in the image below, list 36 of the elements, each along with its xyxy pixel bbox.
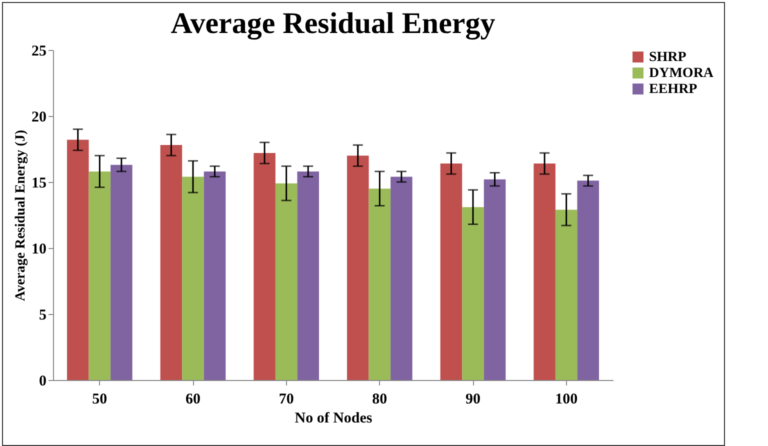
bar <box>110 164 132 380</box>
bar <box>88 171 111 380</box>
bar <box>462 207 484 380</box>
bar <box>577 180 599 380</box>
y-tick-label: 5 <box>39 308 46 324</box>
y-axis-title: Average Residual Energy (J) <box>14 130 28 302</box>
x-axis-title: No of Nodes <box>294 410 372 426</box>
bar <box>254 152 276 380</box>
legend-label: EEHRP <box>649 82 698 97</box>
x-tick-label: 80 <box>372 392 388 408</box>
bar <box>534 164 556 380</box>
x-tick-label: 70 <box>278 392 294 408</box>
bar <box>390 176 412 380</box>
legend-label: SHRP <box>649 50 687 65</box>
x-tick-label: 90 <box>466 392 480 408</box>
bar <box>484 179 506 380</box>
bar <box>297 171 319 380</box>
bar <box>368 188 391 380</box>
bar <box>347 156 369 380</box>
bar <box>440 164 462 380</box>
bar <box>204 171 226 380</box>
y-tick-label: 20 <box>32 110 46 126</box>
x-tick-label: 50 <box>92 392 108 408</box>
bar <box>67 140 89 380</box>
x-tick-label: 60 <box>186 392 200 408</box>
bar <box>555 210 578 380</box>
y-tick-label: 25 <box>32 44 46 60</box>
bar <box>160 145 182 380</box>
bar <box>275 183 298 380</box>
x-tick-label: 100 <box>555 392 578 408</box>
y-tick-label: 10 <box>32 242 46 258</box>
y-tick-label: 0 <box>39 374 46 390</box>
y-tick-label: 15 <box>32 176 46 192</box>
bar <box>182 176 204 380</box>
legend-label: DYMORA <box>649 66 714 81</box>
chart-title: Average Residual Energy <box>170 7 496 40</box>
